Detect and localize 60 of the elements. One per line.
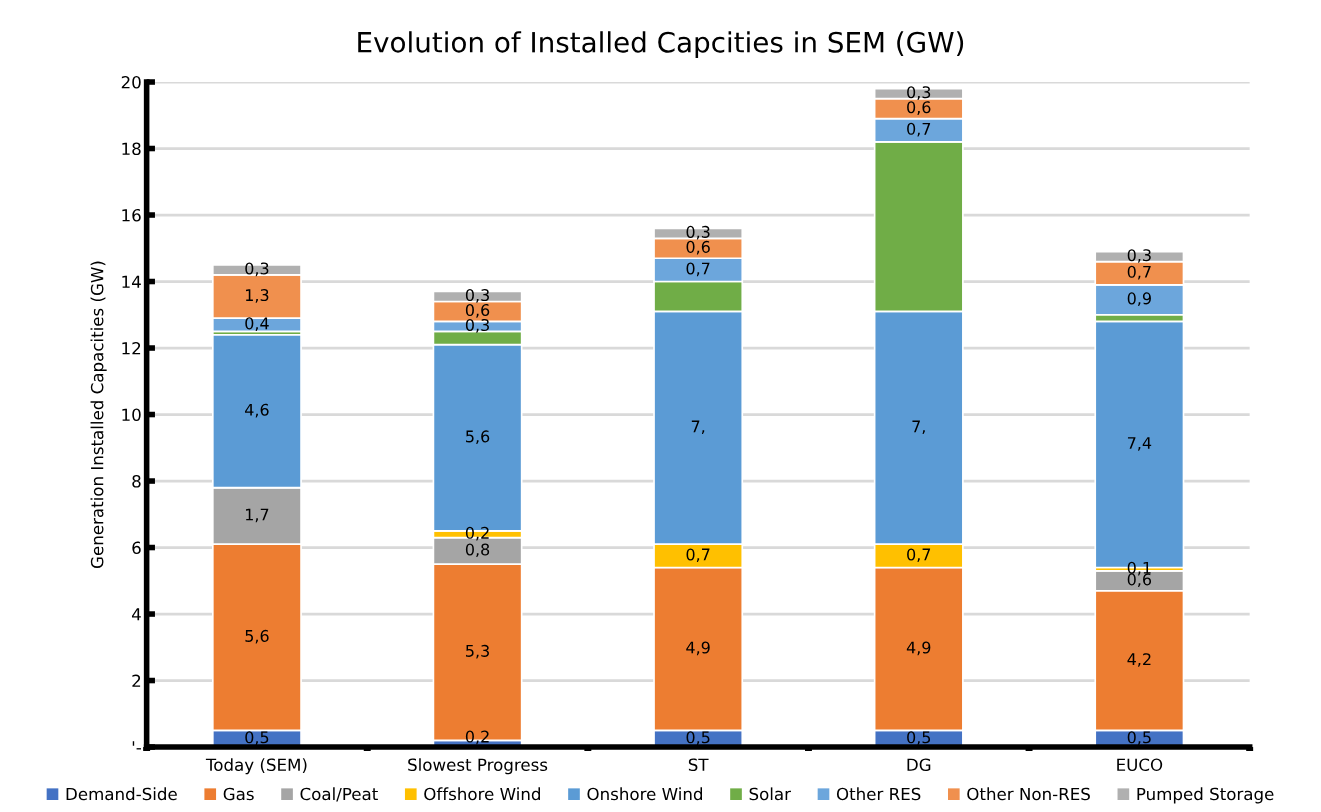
legend-label: Gas xyxy=(223,787,254,801)
data-label: 5,3 xyxy=(466,644,489,659)
y-axis-title: Generation Installed Capacities (GW) xyxy=(90,261,107,568)
data-label: 7, xyxy=(912,420,925,435)
data-label: 5,6 xyxy=(466,430,490,445)
legend-label: Offshore Wind xyxy=(424,787,540,801)
y-tick-label: 10 xyxy=(122,408,141,422)
data-label: 0,3 xyxy=(1127,249,1151,263)
data-label: 0,6 xyxy=(907,101,931,115)
legend-label: Solar xyxy=(749,787,791,801)
y-tick-label: 8 xyxy=(132,474,141,488)
data-label: 4,2 xyxy=(1127,653,1151,667)
data-label: 0,3 xyxy=(907,86,931,100)
legend-label: Pumped Storage xyxy=(1137,787,1274,804)
y-tick-label: 6 xyxy=(132,541,141,555)
data-label: 1,7 xyxy=(245,508,269,523)
y-tick-label: 4 xyxy=(131,608,141,621)
y-tick-label: 20 xyxy=(121,75,141,89)
legend-label: Coal/Peat xyxy=(300,787,378,802)
y-tick-label: '- xyxy=(132,741,141,750)
data-label: 0,5 xyxy=(907,731,931,745)
data-label: 7, xyxy=(691,420,705,435)
data-label: 0,3 xyxy=(245,262,269,277)
chart-title: Evolution of Installed Capcities in SEM (GW) xyxy=(358,31,964,59)
data-label: 0,5 xyxy=(245,731,269,745)
y-tick-label: 14 xyxy=(122,275,141,288)
data-label: 0,7 xyxy=(907,122,931,137)
x-tick-label: Today (SEM) xyxy=(205,758,307,775)
x-tick-label: ST xyxy=(688,758,709,772)
data-label: 0,7 xyxy=(907,548,931,563)
data-label: 0,5 xyxy=(686,731,710,745)
data-label: 4,9 xyxy=(686,641,710,656)
data-label: 0,3 xyxy=(686,225,710,240)
x-tick-label: Slowest Progress xyxy=(408,758,548,775)
data-label: 0,9 xyxy=(1127,292,1151,307)
data-label: 5,6 xyxy=(245,629,269,644)
legend-label: Other RES xyxy=(836,787,921,801)
data-label: 0,8 xyxy=(465,543,490,558)
data-label: 7,4 xyxy=(1127,437,1152,451)
data-label: 0,4 xyxy=(245,317,269,332)
x-tick-label: EUCO xyxy=(1117,758,1163,772)
y-tick-label: 12 xyxy=(122,341,141,355)
data-label: 0,5 xyxy=(1127,731,1151,745)
data-label: 0,7 xyxy=(686,548,710,563)
y-tick-label: 2 xyxy=(132,674,141,687)
legend-label: Other Non-RES xyxy=(967,787,1090,801)
data-label: 4,9 xyxy=(906,641,931,656)
data-label: 0,3 xyxy=(465,289,489,303)
data-label: 0,6 xyxy=(686,240,710,255)
y-tick-label: 16 xyxy=(122,208,141,222)
data-label: 0,7 xyxy=(1127,265,1151,280)
legend-label: Onshore Wind xyxy=(587,787,702,801)
y-tick-label: 18 xyxy=(122,142,141,156)
data-label: 1,3 xyxy=(245,289,269,303)
x-tick-label: DG xyxy=(907,758,931,772)
data-label: 0,7 xyxy=(686,262,710,277)
data-label: 4,6 xyxy=(245,403,269,418)
data-label: 0,3 xyxy=(465,318,489,333)
data-label: 0,6 xyxy=(465,304,490,318)
legend-label: Demand-Side xyxy=(66,787,177,801)
